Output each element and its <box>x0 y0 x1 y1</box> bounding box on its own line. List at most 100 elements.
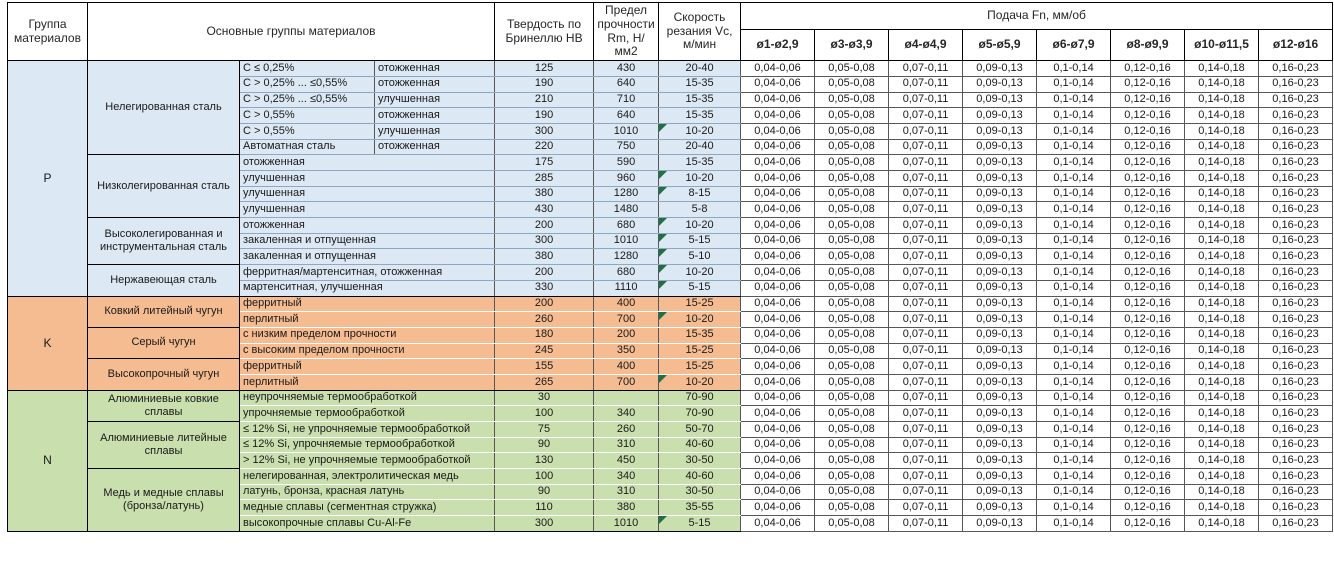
description-cell: с низким пределом прочности <box>238 326 496 344</box>
table-row: упрочняемые термообработкой 100 340 70-90 0,… <box>8 405 1334 422</box>
feed-cell: 0,05-0,08 <box>814 499 890 517</box>
feed-cell: 0,1-0,14 <box>1036 232 1112 250</box>
feed-cell: 0,07-0,11 <box>888 405 964 422</box>
description-cell: отожженная <box>238 154 496 171</box>
speed-cell: 5-10 <box>658 248 742 266</box>
feed-cell: 0,05-0,08 <box>814 468 890 485</box>
subgroup-cell: Нелегированная сталь <box>87 60 240 156</box>
feed-cell: 0,14-0,18 <box>1184 468 1260 485</box>
feed-cell: 0,04-0,06 <box>740 499 816 517</box>
feed-cell: 0,07-0,11 <box>888 107 964 124</box>
description-cell: C ≤ 0,25% <box>239 60 375 77</box>
feed-cell: 0,04-0,06 <box>740 264 816 281</box>
feed-cell: 0,16-0,23 <box>1258 452 1334 470</box>
description-cell: C > 0,25% ... ≤0,55% <box>239 75 375 93</box>
feed-cell: 0,14-0,18 <box>1184 342 1260 360</box>
description-cell: упрочняемые термообработкой <box>238 405 496 422</box>
strength-cell: 340 <box>593 405 660 422</box>
feed-cell: 0,07-0,11 <box>888 342 964 360</box>
feed-cell: 0,05-0,08 <box>814 358 890 375</box>
hardness-cell: 180 <box>494 326 595 344</box>
col-header-speed: Скорость резания Vc, м/мин <box>658 1 742 62</box>
table-row: перлитный 265 700 10-20 0,04-0,06 0,05-0,08 0,… <box>8 373 1334 391</box>
feed-cell: 0,05-0,08 <box>814 483 890 501</box>
feed-cell: 0,16-0,23 <box>1258 483 1334 501</box>
strength-cell: 710 <box>593 91 660 109</box>
feed-cell: 0,09-0,13 <box>962 170 1038 187</box>
feed-cell: 0,12-0,16 <box>1110 201 1186 219</box>
feed-cell: 0,12-0,16 <box>1110 358 1186 375</box>
feed-cell: 0,1-0,14 <box>1036 264 1112 281</box>
table-row: перлитный 260 700 10-20 0,04-0,06 0,05-0,08 0,… <box>8 311 1334 328</box>
feed-cell: 0,14-0,18 <box>1184 217 1260 234</box>
speed-cell: 70-90 <box>658 405 742 422</box>
hardness-cell: 430 <box>494 201 595 219</box>
feed-cell: 0,04-0,06 <box>740 436 816 454</box>
feed-cell: 0,09-0,13 <box>962 138 1038 156</box>
description-cell: мартенситная, улучшенная <box>238 279 496 297</box>
feed-cell: 0,12-0,16 <box>1110 421 1186 438</box>
comment-flag-icon <box>659 281 668 289</box>
subgroup-cell: Нержавеющая сталь <box>87 264 240 297</box>
feed-cell: 0,16-0,23 <box>1258 295 1334 313</box>
feed-cell: 0,1-0,14 <box>1036 60 1112 77</box>
feed-cell: 0,04-0,06 <box>740 483 816 501</box>
feed-cell: 0,09-0,13 <box>962 342 1038 360</box>
feed-cell: 0,12-0,16 <box>1110 232 1186 250</box>
header-row-top: Группа материалов Основные группы матери… <box>7 1 1334 62</box>
feed-cell: 0,12-0,16 <box>1110 170 1186 187</box>
feed-cell: 0,09-0,13 <box>962 499 1038 517</box>
feed-cell: 0,1-0,14 <box>1036 311 1112 328</box>
feed-cell: 0,07-0,11 <box>888 311 964 328</box>
hardness-cell: 210 <box>494 91 595 109</box>
feed-cell: 0,09-0,13 <box>962 358 1038 375</box>
condition-cell: отожженная <box>373 107 496 124</box>
strength-cell: 960 <box>593 170 660 187</box>
feed-cell: 0,12-0,16 <box>1110 279 1186 297</box>
feed-cell: 0,04-0,06 <box>740 311 816 328</box>
feed-cell: 0,07-0,11 <box>888 295 964 313</box>
feed-cell: 0,04-0,06 <box>740 122 816 140</box>
strength-cell: 590 <box>593 154 660 171</box>
subgroup-cell: Высоколегированная и инструментальная ст… <box>87 217 240 266</box>
machining-data-page: Группа материалов Основные группы матери… <box>7 1 1334 532</box>
feed-cell: 0,14-0,18 <box>1184 107 1260 124</box>
speed-cell: 15-25 <box>658 342 742 360</box>
feed-cell: 0,14-0,18 <box>1184 405 1260 422</box>
subgroup-cell: Низколегированная сталь <box>87 154 240 219</box>
strength-cell: 640 <box>593 107 660 124</box>
description-cell: улучшенная <box>238 170 496 187</box>
feed-cell: 0,05-0,08 <box>814 452 890 470</box>
hardness-cell: 90 <box>494 483 595 501</box>
feed-cell: 0,12-0,16 <box>1110 499 1186 517</box>
feed-cell: 0,05-0,08 <box>814 421 890 438</box>
hardness-cell: 380 <box>494 248 595 266</box>
feed-cell: 0,07-0,11 <box>888 436 964 454</box>
feed-cell: 0,04-0,06 <box>740 515 816 532</box>
feed-cell: 0,1-0,14 <box>1036 170 1112 187</box>
feed-cell: 0,14-0,18 <box>1184 358 1260 375</box>
feed-cell: 0,07-0,11 <box>888 468 964 485</box>
col-header-material-group: Группа материалов <box>7 1 88 62</box>
feed-cell: 0,16-0,23 <box>1258 342 1334 360</box>
feed-cell: 0,12-0,16 <box>1110 248 1186 266</box>
feed-cell: 0,12-0,16 <box>1110 295 1186 313</box>
description-cell: улучшенная <box>238 185 496 203</box>
table-row: Серый чугун с низким пределом прочности 18… <box>8 326 1334 360</box>
table-row: высокопрочные сплавы Cu-Al-Fe 300 1010 5-15… <box>8 515 1334 532</box>
strength-cell: 1480 <box>593 201 660 219</box>
feed-cell: 0,05-0,08 <box>814 170 890 187</box>
feed-cell: 0,07-0,11 <box>888 201 964 219</box>
feed-cell: 0,1-0,14 <box>1036 499 1112 517</box>
feed-cell: 0,14-0,18 <box>1184 170 1260 187</box>
condition-cell: улучшенная <box>373 122 496 140</box>
feed-cell: 0,16-0,23 <box>1258 326 1334 344</box>
feed-cell: 0,16-0,23 <box>1258 138 1334 156</box>
description-cell: C > 0,25% ... ≤0,55% <box>239 91 375 109</box>
feed-cell: 0,16-0,23 <box>1258 154 1334 171</box>
feed-cell: 0,14-0,18 <box>1184 389 1260 407</box>
description-cell: ферритный <box>238 358 496 375</box>
feed-cell: 0,14-0,18 <box>1184 452 1260 470</box>
speed-cell: 20-40 <box>658 138 742 156</box>
feed-cell: 0,09-0,13 <box>962 468 1038 485</box>
